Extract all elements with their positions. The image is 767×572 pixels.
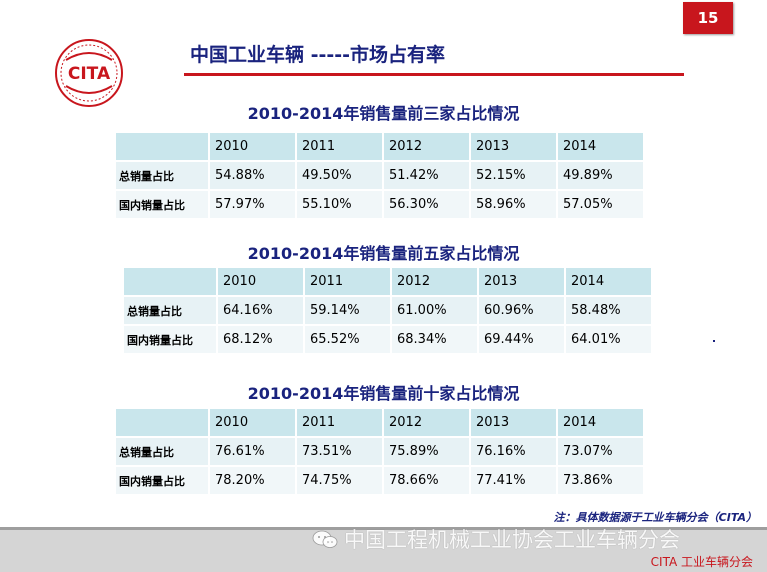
section-title-top10: 2010-2014年销售量前十家占比情况 [0,380,767,404]
year-header: 2013 [471,409,556,436]
value-cell: 58.96% [471,191,556,218]
header-corner-cell [124,268,216,295]
table-header-row: 2010 2011 2012 2013 2014 [124,268,651,295]
value-cell: 68.34% [392,326,477,353]
year-header: 2012 [392,268,477,295]
table-row: 国内销量占比 78.20% 74.75% 78.66% 77.41% 73.86… [116,467,643,494]
table-top10-share: 2010 2011 2012 2013 2014 总销量占比 76.61% 73… [114,407,645,496]
table-header-row: 2010 2011 2012 2013 2014 [116,133,643,160]
value-cell: 64.16% [218,297,303,324]
footer-band [0,527,767,530]
value-cell: 57.97% [210,191,295,218]
value-cell: 49.50% [297,162,382,189]
row-label: 国内销量占比 [116,467,208,494]
year-header: 2011 [297,133,382,160]
value-cell: 57.05% [558,191,643,218]
table-row: 国内销量占比 57.97% 55.10% 56.30% 58.96% 57.05… [116,191,643,218]
value-cell: 73.51% [297,438,382,465]
year-header: 2012 [384,409,469,436]
value-cell: 75.89% [384,438,469,465]
row-label: 国内销量占比 [116,191,208,218]
table-row: 总销量占比 54.88% 49.50% 51.42% 52.15% 49.89% [116,162,643,189]
section-title-year: 2010-2014 [247,384,344,403]
table-header-row: 2010 2011 2012 2013 2014 [116,409,643,436]
value-cell: 69.44% [479,326,564,353]
footer-org-text: CITA 工业车辆分会 [650,555,753,569]
value-cell: 54.88% [210,162,295,189]
value-cell: 61.00% [392,297,477,324]
table-row: 国内销量占比 68.12% 65.52% 68.34% 69.44% 64.01… [124,326,651,353]
section-title-text: 年销售量前三家占比情况 [343,104,520,123]
year-header: 2014 [558,409,643,436]
value-cell: 55.10% [297,191,382,218]
page-number-badge: 15 [683,2,733,34]
section-title-year: 2010-2014 [247,104,344,123]
row-label: 总销量占比 [116,438,208,465]
header-corner-cell [116,133,208,160]
value-cell: 73.07% [558,438,643,465]
value-cell: 78.20% [210,467,295,494]
year-header: 2013 [471,133,556,160]
row-label: 总销量占比 [124,297,216,324]
section-title-top3: 2010-2014年销售量前三家占比情况 [0,100,767,124]
value-cell: 76.16% [471,438,556,465]
table-row: 总销量占比 64.16% 59.14% 61.00% 60.96% 58.48% [124,297,651,324]
year-header: 2010 [218,268,303,295]
data-source-note: 注：具体数据源于工业车辆分会（CITA） [553,511,757,524]
value-cell: 58.48% [566,297,651,324]
stray-dot [713,340,715,342]
section-title-text: 年销售量前五家占比情况 [343,244,520,263]
row-label: 国内销量占比 [124,326,216,353]
year-header: 2014 [558,133,643,160]
logo-text: CITA [68,64,111,84]
year-header: 2013 [479,268,564,295]
value-cell: 56.30% [384,191,469,218]
row-label: 总销量占比 [116,162,208,189]
value-cell: 68.12% [218,326,303,353]
year-header: 2014 [566,268,651,295]
value-cell: 77.41% [471,467,556,494]
year-header: 2010 [210,133,295,160]
value-cell: 76.61% [210,438,295,465]
value-cell: 51.42% [384,162,469,189]
value-cell: 65.52% [305,326,390,353]
page-title: 中国工业车辆 -----市场占有率 [190,44,446,66]
value-cell: 49.89% [558,162,643,189]
value-cell: 60.96% [479,297,564,324]
table-row: 总销量占比 76.61% 73.51% 75.89% 76.16% 73.07% [116,438,643,465]
value-cell: 52.15% [471,162,556,189]
watermark-text: 中国工程机械工业协会工业车辆分会 [344,528,680,552]
section-title-year: 2010-2014 [247,244,344,263]
cita-logo: CITA [55,39,123,107]
wechat-icon [312,530,338,548]
year-header: 2010 [210,409,295,436]
value-cell: 64.01% [566,326,651,353]
value-cell: 78.66% [384,467,469,494]
table-top5-share: 2010 2011 2012 2013 2014 总销量占比 64.16% 59… [122,266,653,355]
value-cell: 74.75% [297,467,382,494]
year-header: 2012 [384,133,469,160]
value-cell: 59.14% [305,297,390,324]
section-title-top5: 2010-2014年销售量前五家占比情况 [0,240,767,264]
value-cell: 73.86% [558,467,643,494]
year-header: 2011 [305,268,390,295]
section-title-text: 年销售量前十家占比情况 [343,384,520,403]
header-corner-cell [116,409,208,436]
year-header: 2011 [297,409,382,436]
title-divider [184,73,684,76]
footer-bar [0,530,767,572]
table-top3-share: 2010 2011 2012 2013 2014 总销量占比 54.88% 49… [114,131,645,220]
